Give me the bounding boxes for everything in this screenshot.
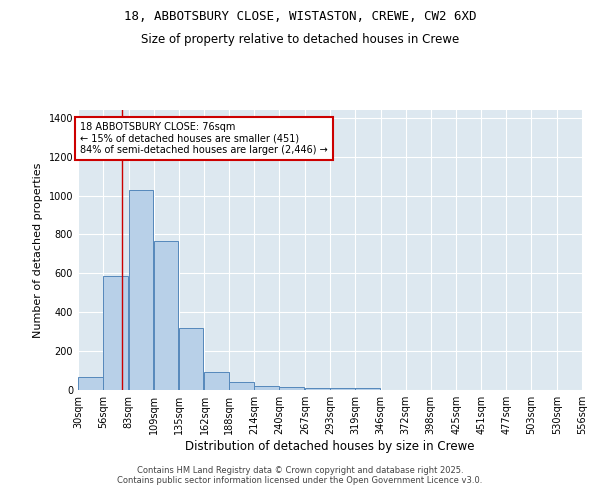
Text: 18 ABBOTSBURY CLOSE: 76sqm
← 15% of detached houses are smaller (451)
84% of sem: 18 ABBOTSBURY CLOSE: 76sqm ← 15% of deta… xyxy=(80,122,328,155)
Bar xyxy=(330,388,355,390)
Bar xyxy=(154,242,178,390)
Text: Contains HM Land Registry data © Crown copyright and database right 2025.
Contai: Contains HM Land Registry data © Crown c… xyxy=(118,466,482,485)
Text: 18, ABBOTSBURY CLOSE, WISTASTON, CREWE, CW2 6XD: 18, ABBOTSBURY CLOSE, WISTASTON, CREWE, … xyxy=(124,10,476,23)
Bar xyxy=(279,387,304,390)
Bar xyxy=(78,378,103,390)
Text: Size of property relative to detached houses in Crewe: Size of property relative to detached ho… xyxy=(141,32,459,46)
Bar xyxy=(254,386,279,390)
Bar xyxy=(355,388,380,390)
Bar xyxy=(179,328,203,390)
X-axis label: Distribution of detached houses by size in Crewe: Distribution of detached houses by size … xyxy=(185,440,475,453)
Bar xyxy=(103,276,128,390)
Bar xyxy=(229,382,254,390)
Y-axis label: Number of detached properties: Number of detached properties xyxy=(33,162,43,338)
Bar xyxy=(205,372,229,390)
Bar xyxy=(129,190,154,390)
Bar xyxy=(305,388,330,390)
